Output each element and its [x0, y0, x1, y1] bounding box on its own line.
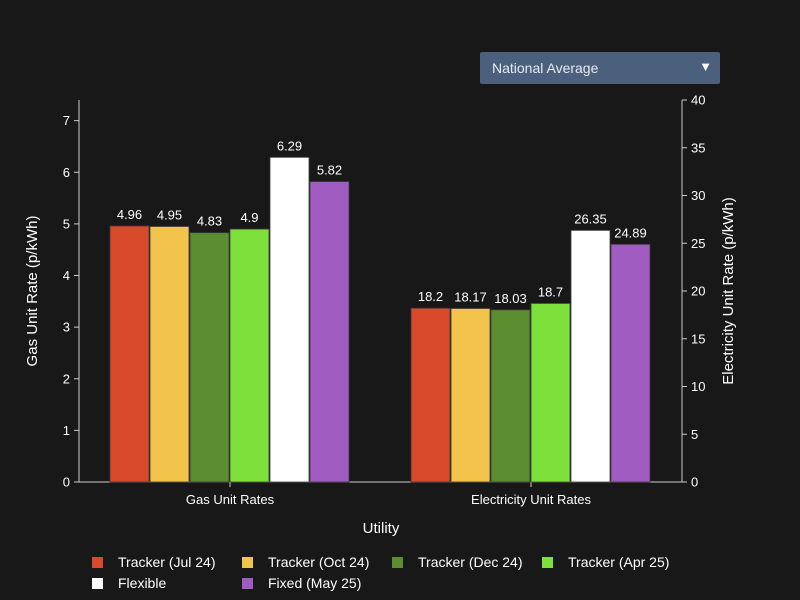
legend-item[interactable]: Tracker (Apr 25) [542, 554, 669, 570]
legend-swatch [92, 578, 103, 589]
bar-chart: 0 1 2 3 4 5 6 7 0 5 10 15 20 25 30 35 40 Gas Unit Rates El… [24, 93, 737, 538]
bar[interactable] [530, 303, 571, 483]
chevron-down-icon: ▼ [699, 59, 712, 74]
chart-value-labels: 4.96 4.95 4.83 4.9 6.29 5.82 18.2 18.17 18.03 18.… [117, 138, 647, 306]
legend-swatch [542, 557, 553, 568]
legend-item[interactable]: Flexible [92, 575, 166, 591]
y-right-tick-label: 35 [691, 140, 705, 155]
bar-value-label: 18.03 [494, 291, 527, 306]
y-left-tick-label: 1 [63, 423, 70, 438]
bar[interactable] [610, 243, 651, 483]
y-left-tick-label: 7 [63, 113, 70, 128]
bar-value-label: 18.2 [418, 289, 443, 304]
bar-value-label: 4.9 [240, 210, 258, 225]
bar-value-label: 18.17 [454, 289, 487, 304]
bar-value-label: 4.83 [197, 214, 222, 229]
bar[interactable] [309, 181, 350, 483]
legend-swatch [242, 557, 253, 568]
y-right-tick-label: 30 [691, 188, 705, 203]
region-dropdown-value: National Average [492, 60, 599, 76]
bar-value-label: 6.29 [277, 138, 302, 153]
legend-label: Tracker (Oct 24) [268, 554, 370, 570]
bar[interactable] [450, 308, 491, 483]
y-right-tick-label: 10 [691, 379, 705, 394]
y-right-tick-label: 0 [691, 475, 698, 490]
bar[interactable] [149, 226, 190, 483]
legend-item[interactable]: Tracker (Oct 24) [242, 554, 369, 570]
bar[interactable] [109, 225, 150, 483]
y-right-tick-label: 20 [691, 284, 705, 299]
bar-value-label: 5.82 [317, 163, 342, 178]
y-left-tick-label: 6 [63, 165, 70, 180]
legend-swatch [392, 557, 403, 568]
bar-value-label: 26.35 [574, 211, 607, 226]
y-right-tick-label: 25 [691, 236, 705, 251]
y-axis-right-title: Electricity Unit Rate (p/kWh) [720, 197, 737, 385]
legend-swatch [92, 557, 103, 568]
bar-value-label: 4.95 [157, 207, 182, 222]
bar-value-label: 24.89 [614, 225, 647, 240]
legend-label: Tracker (Dec 24) [418, 554, 523, 570]
bar[interactable] [229, 228, 270, 483]
bar[interactable] [189, 232, 230, 483]
y-left-tick-label: 2 [63, 371, 70, 386]
legend-item[interactable]: Fixed (May 25) [242, 575, 361, 591]
y-left-tick-label: 4 [63, 268, 70, 283]
bar[interactable] [570, 229, 611, 483]
legend-label: Fixed (May 25) [268, 575, 362, 591]
legend-label: Tracker (Jul 24) [118, 554, 216, 570]
y-right-tick-label: 40 [691, 93, 705, 108]
y-left-tick-label: 0 [63, 475, 70, 490]
bar[interactable] [269, 156, 310, 483]
x-tick-label: Electricity Unit Rates [471, 492, 591, 507]
bar[interactable] [410, 307, 451, 483]
legend-item[interactable]: Tracker (Jul 24) [92, 554, 216, 570]
x-tick-label: Gas Unit Rates [186, 492, 275, 507]
chart-bars [109, 156, 651, 483]
legend-label: Tracker (Apr 25) [568, 554, 670, 570]
y-left-tick-label: 5 [63, 216, 70, 231]
legend-swatch [242, 578, 253, 589]
y-left-tick-label: 3 [63, 320, 70, 335]
legend-label: Flexible [118, 575, 167, 591]
bar[interactable] [490, 309, 531, 483]
region-dropdown[interactable]: National Average ▼ [480, 52, 720, 84]
bar-value-label: 4.96 [117, 207, 142, 222]
bar-value-label: 18.7 [538, 284, 563, 299]
legend-item[interactable]: Tracker (Dec 24) [392, 554, 523, 570]
y-right-tick-label: 15 [691, 331, 705, 346]
y-right-tick-label: 5 [691, 427, 698, 442]
y-axis-left-title: Gas Unit Rate (p/kWh) [24, 216, 41, 367]
x-axis-title: Utility [363, 520, 400, 537]
